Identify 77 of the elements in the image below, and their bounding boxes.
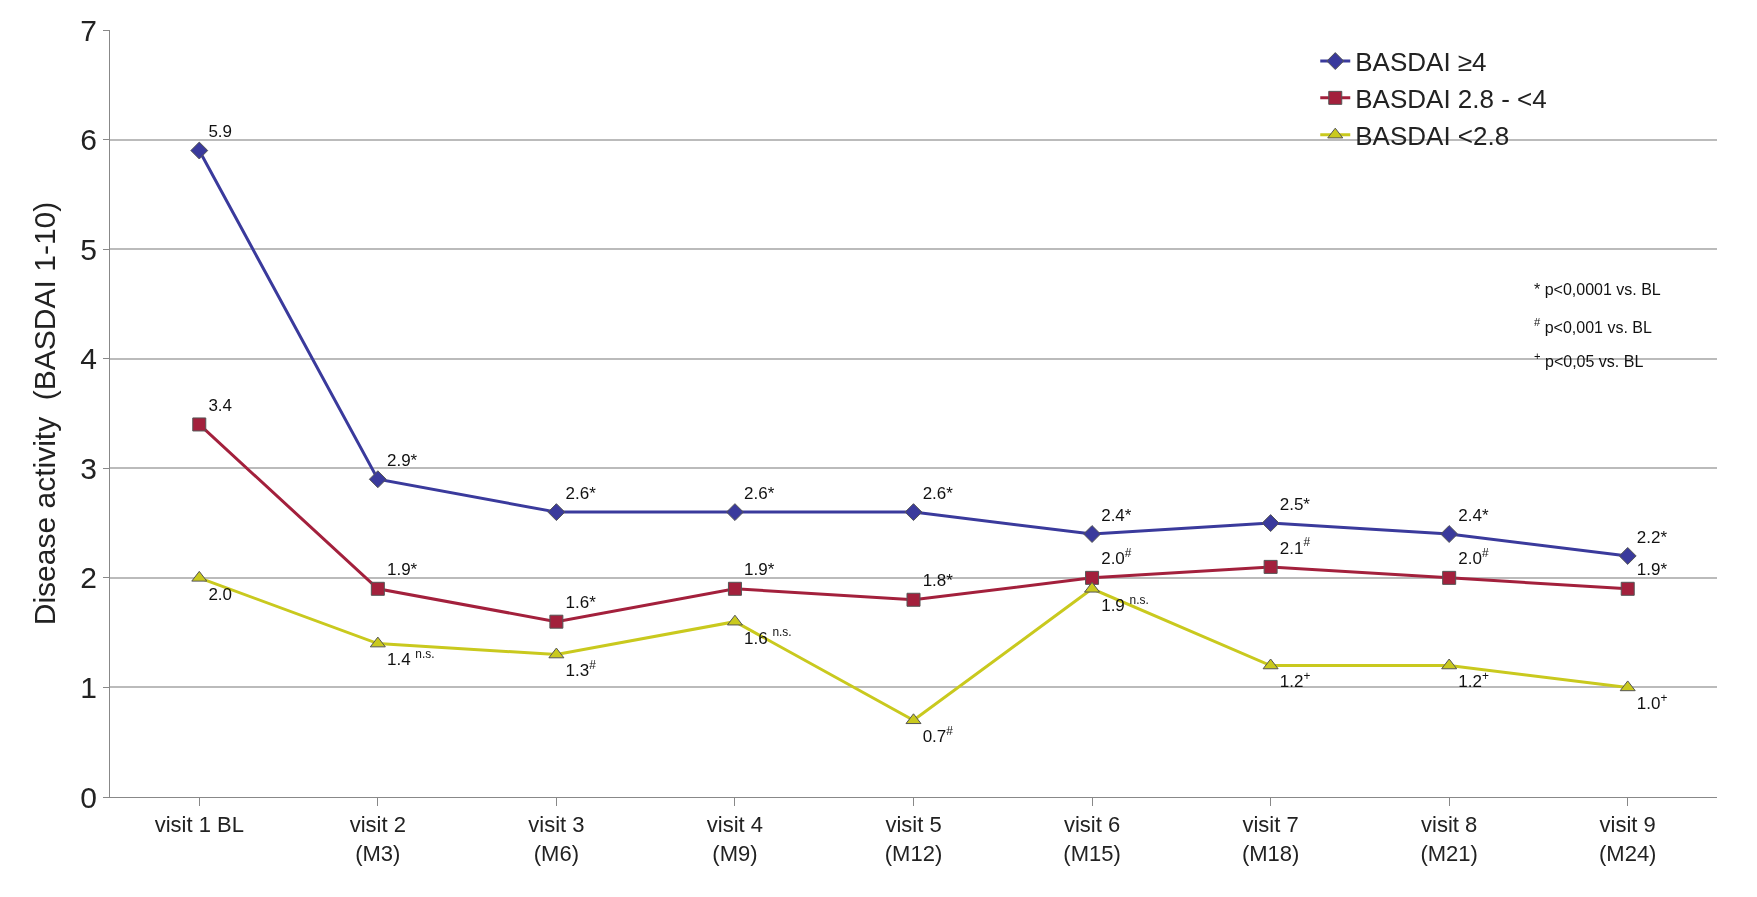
point: [1620, 581, 1635, 596]
data-label: 2.4*: [1458, 505, 1489, 525]
point: [727, 581, 742, 596]
x-tick-label: visit 8 (M21): [1420, 812, 1478, 866]
x-tick-label: visit 4 (M9): [706, 812, 764, 866]
data-label: 2.2*: [1636, 527, 1668, 547]
x-tick-label: visit 9 (M24): [1598, 812, 1657, 866]
point: [1085, 570, 1100, 585]
point: [1084, 581, 1101, 593]
annotation: $^{+}$ p<0,05 vs. BL: [1534, 350, 1644, 370]
point: [192, 417, 207, 432]
annotation: * p<0,0001 vs. BL: [1534, 281, 1661, 298]
y-axis-title: Disease activity (BASDAI 1-10): [28, 201, 62, 626]
point: [1618, 546, 1637, 565]
data-label: 1.9*: [386, 560, 418, 580]
point: [548, 647, 565, 659]
point: [726, 614, 743, 626]
data-label: 1.8*: [922, 571, 954, 591]
point: [191, 570, 208, 582]
point: [1440, 525, 1459, 543]
data-label: 1.2$^{+}$: [1458, 669, 1489, 692]
y-tick-label: 1: [80, 670, 97, 704]
x-tick-label: visit 6 (M15): [1063, 812, 1121, 866]
legend-label: BASDAI ≥4: [1355, 47, 1487, 78]
data-label: 1.6 $^{n.s.}$: [744, 625, 792, 648]
data-label: 1.3$^{#}$: [565, 658, 597, 681]
data-label: 2.6*: [744, 483, 775, 503]
data-label: 2.6*: [565, 483, 597, 503]
data-label: 1.2$^{+}$: [1279, 669, 1311, 692]
point: [904, 503, 923, 522]
y-tick-label: 5: [80, 232, 97, 266]
point: [1262, 658, 1279, 670]
y-tick-label: 4: [80, 342, 97, 376]
y-tick-label: 6: [80, 123, 97, 157]
point: [1441, 658, 1458, 670]
y-tick-label: 3: [80, 451, 97, 485]
data-label: 1.6*: [565, 593, 597, 613]
x-tick-label: visit 2 (M3): [349, 812, 406, 866]
point: [1261, 514, 1280, 533]
x-tick-label: visit 5 (M12): [884, 812, 943, 866]
x-tick-label: visit 7 (M18): [1241, 812, 1300, 866]
data-label: 2.5*: [1279, 494, 1311, 514]
data-label: 3.4: [208, 396, 233, 416]
legend-label: BASDAI <2.8: [1355, 120, 1510, 151]
point: [906, 592, 921, 607]
point: [368, 470, 387, 489]
point: [905, 713, 922, 725]
y-tick-label: 2: [80, 561, 97, 595]
point: [370, 581, 385, 596]
data-label: 2.0$^{#}$: [1458, 546, 1489, 569]
data-label: 0.7$^{#}$: [922, 724, 954, 747]
data-label: 1.4 $^{n.s.}$: [386, 647, 435, 670]
data-label: 2.4*: [1101, 505, 1132, 525]
point: [549, 614, 564, 629]
data-label: 5.9: [208, 122, 233, 142]
data-label: 2.0$^{#}$: [1101, 546, 1132, 569]
point: [1619, 680, 1636, 692]
data-label: 1.9*: [744, 560, 775, 580]
legend-label: BASDAI 2.8 - <4: [1355, 84, 1547, 115]
point: [1083, 525, 1102, 543]
point: [547, 503, 566, 522]
point: [369, 636, 386, 648]
x-tick-label: visit 1 BL: [154, 812, 244, 838]
point: [725, 503, 744, 522]
data-label: 1.9 $^{n.s.}$: [1101, 592, 1149, 615]
data-label: 2.1$^{#}$: [1279, 535, 1311, 558]
point: [1442, 570, 1457, 585]
data-label: 1.0$^{+}$: [1636, 691, 1668, 714]
annotation: $^{#}$ p<0,001 vs. BL: [1534, 316, 1652, 336]
y-tick-label: 7: [80, 13, 97, 47]
data-label: 2.0: [208, 584, 233, 604]
data-label: 1.9*: [1636, 560, 1668, 580]
x-tick-label: visit 3 (M6): [528, 812, 585, 866]
y-tick-label: 0: [80, 780, 97, 814]
data-label: 2.9*: [386, 450, 418, 470]
data-label: 2.6*: [922, 483, 954, 503]
point: [1263, 559, 1278, 574]
